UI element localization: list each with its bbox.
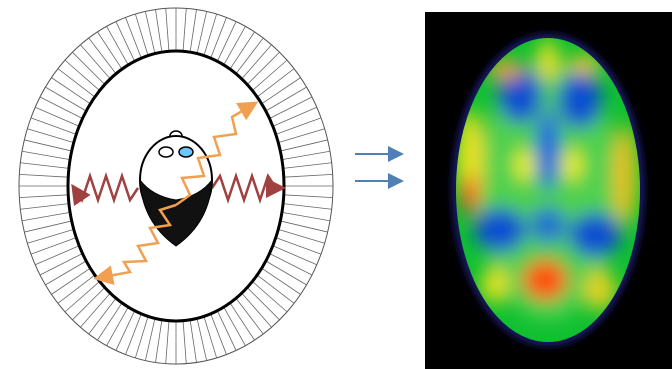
scene xyxy=(0,0,672,369)
pet-scan-image xyxy=(425,12,672,369)
page: {} xyxy=(0,0,672,369)
